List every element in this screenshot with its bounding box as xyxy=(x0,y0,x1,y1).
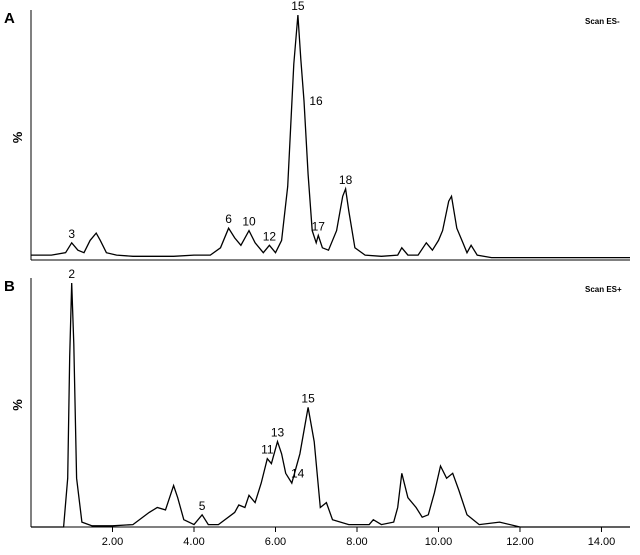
peak-label: 6 xyxy=(225,212,232,226)
peak-label: 10 xyxy=(242,215,256,229)
peak-label: 15 xyxy=(301,391,315,405)
scan-label: Scan ES+ xyxy=(585,285,622,294)
peak-label: 18 xyxy=(339,173,353,187)
trace xyxy=(31,14,630,259)
peak-label: 17 xyxy=(312,220,326,234)
peak-label: 3 xyxy=(68,227,75,241)
x-tick-label: 14.00 xyxy=(588,536,616,548)
x-tick-label: 4.00 xyxy=(183,536,204,548)
peak-label: 12 xyxy=(263,229,277,243)
x-tick-label: 12.00 xyxy=(506,536,534,548)
trace xyxy=(31,282,630,528)
peak-label: 14 xyxy=(291,466,305,480)
y-axis-label: % xyxy=(10,399,25,411)
peak-label: 11 xyxy=(261,443,274,457)
x-tick-label: 2.00 xyxy=(102,536,123,548)
x-tick-label: 8.00 xyxy=(346,536,367,548)
peak-label: 16 xyxy=(309,94,323,108)
peak-label: 15 xyxy=(291,0,305,13)
x-tick-label: 6.00 xyxy=(265,536,286,548)
peak-label: 5 xyxy=(199,499,206,513)
x-tick-label: 10.00 xyxy=(425,536,453,548)
peak-label: 13 xyxy=(271,426,285,440)
panel-label: A xyxy=(4,10,15,27)
panel-label: B xyxy=(4,278,15,295)
peak-label: 2 xyxy=(68,267,75,281)
scan-label: Scan ES- xyxy=(585,17,620,26)
y-axis-label: % xyxy=(10,131,25,143)
